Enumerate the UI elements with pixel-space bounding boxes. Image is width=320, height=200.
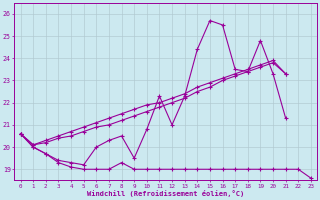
- X-axis label: Windchill (Refroidissement éolien,°C): Windchill (Refroidissement éolien,°C): [87, 190, 244, 197]
